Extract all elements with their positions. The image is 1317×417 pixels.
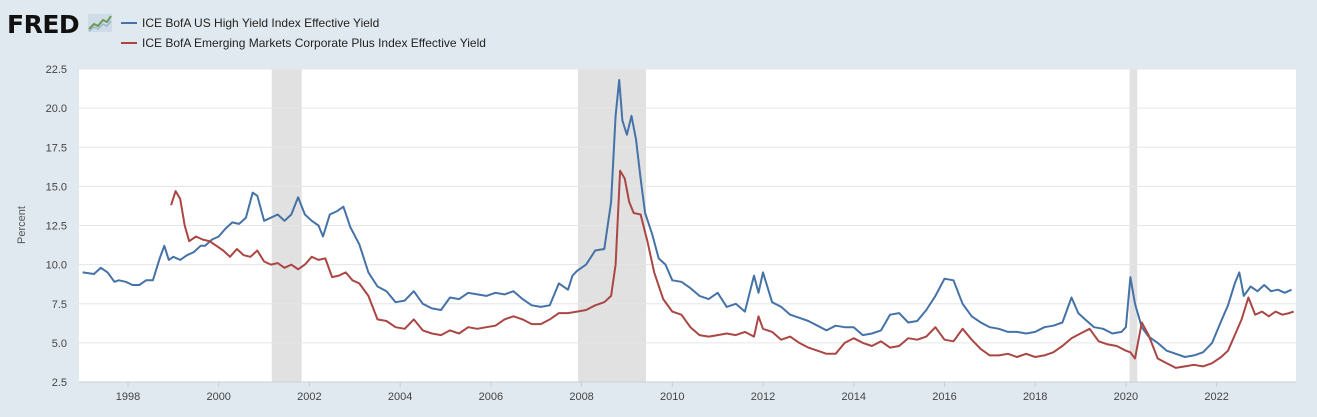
y-tick-label: 2.5 (52, 377, 67, 389)
x-tick-label: 2000 (206, 391, 230, 403)
x-tick-label: 2010 (660, 391, 684, 403)
legend-label: ICE BofA Emerging Markets Corporate Plus… (142, 36, 486, 50)
y-tick-label: 7.5 (52, 299, 67, 311)
fred-logo-graph-icon (88, 14, 112, 32)
x-tick-label: 2006 (479, 391, 503, 403)
y-axis-label: Percent (16, 206, 28, 244)
x-tick-label: 2008 (569, 391, 593, 403)
y-tick-label: 15.0 (46, 181, 67, 193)
legend-label: ICE BofA US High Yield Index Effective Y… (142, 16, 380, 30)
gridlines (79, 68, 1296, 344)
y-tick-label: 10.0 (46, 260, 67, 272)
legend-item-emerging-markets[interactable]: ICE BofA Emerging Markets Corporate Plus… (121, 35, 486, 51)
y-tick-label: 5.0 (52, 338, 67, 350)
x-tick-label: 2014 (842, 391, 866, 403)
legend-swatch-blue (121, 21, 137, 24)
series-line-1[interactable] (170, 169, 1295, 369)
series-lines (82, 79, 1295, 369)
y-tick-label: 12.5 (46, 221, 67, 233)
y-tick-label: 17.5 (46, 142, 67, 154)
y-tick-label: 22.5 (46, 64, 67, 76)
x-tick-label: 2022 (1204, 391, 1228, 403)
x-tick-label: 2018 (1023, 391, 1047, 403)
x-tick-label: 2020 (1114, 391, 1138, 403)
x-tick-label: 1998 (116, 391, 140, 403)
chart-header: FRED ICE BofA US High Yield Index Effect… (0, 0, 1317, 60)
legend-item-us-high-yield[interactable]: ICE BofA US High Yield Index Effective Y… (121, 15, 379, 31)
series-line-0[interactable] (82, 79, 1292, 358)
fred-logo[interactable]: FRED (7, 10, 80, 39)
legend-swatch-red (121, 41, 137, 44)
x-tick-label: 2004 (388, 391, 412, 403)
x-tick-label: 2012 (751, 391, 775, 403)
axes: 2.5 5.0 7.5 10.0 12.5 15.0 17.5 20.0 22.5 1998 200… (46, 64, 1296, 403)
x-tick-label: 2002 (297, 391, 321, 403)
x-tick-label: 2016 (932, 391, 956, 403)
y-tick-label: 20.0 (46, 103, 67, 115)
